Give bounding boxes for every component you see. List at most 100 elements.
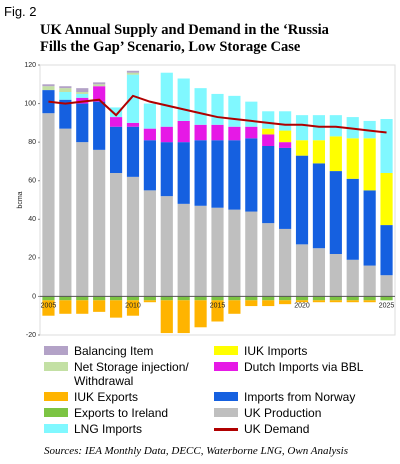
bar-segment (329, 136, 342, 172)
bar-segment (312, 163, 326, 249)
bar-segment (109, 117, 123, 127)
bar-segment (245, 101, 258, 127)
bar-segment (126, 296, 140, 301)
bar-segment (363, 300, 376, 303)
bar-segment (312, 300, 326, 303)
bar-segment (380, 119, 393, 173)
legend-swatch (214, 346, 238, 355)
bar-segment (329, 296, 342, 301)
legend-label: UK Demand (244, 422, 310, 436)
bar-segment (279, 130, 292, 143)
y-tick-label: 100 (24, 100, 36, 107)
bar-segment (279, 111, 292, 131)
bar-segment (126, 74, 140, 123)
bar-segment (245, 300, 258, 307)
bar-segment (160, 296, 173, 301)
bar-segment (143, 140, 156, 191)
legend-label: UK Production (244, 406, 322, 420)
bar-segment (177, 142, 190, 204)
bar-segment (160, 300, 173, 334)
bar-segment (380, 296, 393, 301)
bar-segment (109, 300, 123, 318)
y-tick-label: 60 (28, 178, 36, 185)
plot-area (39, 64, 396, 336)
legend-label: Net Storage injection/ Withdrawal (74, 360, 189, 388)
bar-segment (262, 128, 275, 135)
bar-segment (93, 300, 106, 312)
bar-segment (346, 259, 359, 297)
bar-segment (160, 72, 173, 127)
bar-segment (228, 140, 241, 210)
bar-segment (177, 120, 190, 143)
bar-segment (262, 296, 275, 301)
x-tick-label: 2020 (294, 302, 310, 309)
bar-segment (380, 225, 393, 276)
bar-segment (143, 103, 156, 129)
bar-segment (211, 300, 224, 322)
bar-segment (126, 72, 140, 75)
bar-segment (363, 190, 376, 266)
bar-segment (194, 296, 207, 301)
legend-label: Imports from Norway (244, 390, 356, 404)
bar-segment (194, 300, 207, 328)
bar-segment (312, 248, 326, 297)
legend-label: Dutch Imports via BBL (244, 360, 364, 374)
legend-item: Imports from Norway (214, 390, 384, 404)
bar-segment (279, 147, 292, 229)
y-axis-label: bcma (17, 191, 24, 208)
legend-swatch (214, 392, 238, 401)
legend-label: IUK Imports (244, 344, 308, 358)
demand-line (48, 94, 387, 134)
bar-segment (295, 296, 309, 301)
bar-segment (380, 173, 393, 226)
x-tick-label: 2010 (125, 302, 141, 309)
legend-label: Exports to Ireland (74, 406, 169, 420)
bar-segment (363, 138, 376, 191)
bar-segment (109, 107, 123, 118)
bar-segment (346, 296, 359, 301)
bar-segment (211, 207, 224, 297)
bar-segment (279, 228, 292, 297)
legend: Balancing Item Net Storage injection/ Wit… (44, 344, 384, 436)
bar-segment (228, 296, 241, 301)
legend-label: IUK Exports (74, 390, 139, 404)
bar-segment (42, 84, 55, 87)
legend-swatch (44, 392, 68, 401)
bar-segment (93, 149, 106, 297)
bar-segment (109, 126, 123, 173)
legend-item: UK Demand (214, 422, 384, 436)
legend-item: Dutch Imports via BBL (214, 360, 384, 388)
legend-item: LNG Imports (44, 422, 214, 436)
bar-segment (126, 122, 140, 127)
bar-segment (126, 70, 140, 73)
bar-segment (211, 124, 224, 141)
bar-segment (228, 300, 241, 314)
bar-segment (346, 178, 359, 260)
legend-swatch (44, 408, 68, 417)
bar-segment (42, 113, 55, 297)
bar-segment (228, 209, 241, 297)
bar-segment (295, 140, 309, 156)
bar-segment (93, 82, 106, 85)
bar-segment (42, 86, 55, 91)
bar-segment (76, 103, 89, 143)
bar-segment (228, 95, 241, 127)
bar-segment (262, 146, 275, 224)
bar-segment (76, 142, 89, 297)
bar-segment (211, 140, 224, 208)
bar-segment (93, 296, 106, 301)
bar-segment (143, 300, 156, 303)
bar-segment (126, 300, 140, 316)
bar-segment (126, 126, 140, 177)
bar-segment (42, 296, 55, 301)
bar-segment (295, 155, 309, 245)
legend-swatch (44, 362, 68, 371)
legend-swatch (214, 428, 238, 431)
x-tick-label: 2025 (379, 302, 395, 309)
bar-segment (76, 296, 89, 301)
figure-label: Fig. 2 (4, 4, 37, 19)
bar-segment (93, 101, 106, 150)
legend-swatch (44, 424, 68, 433)
bar-segment (312, 140, 326, 164)
bar-segment (312, 296, 326, 301)
